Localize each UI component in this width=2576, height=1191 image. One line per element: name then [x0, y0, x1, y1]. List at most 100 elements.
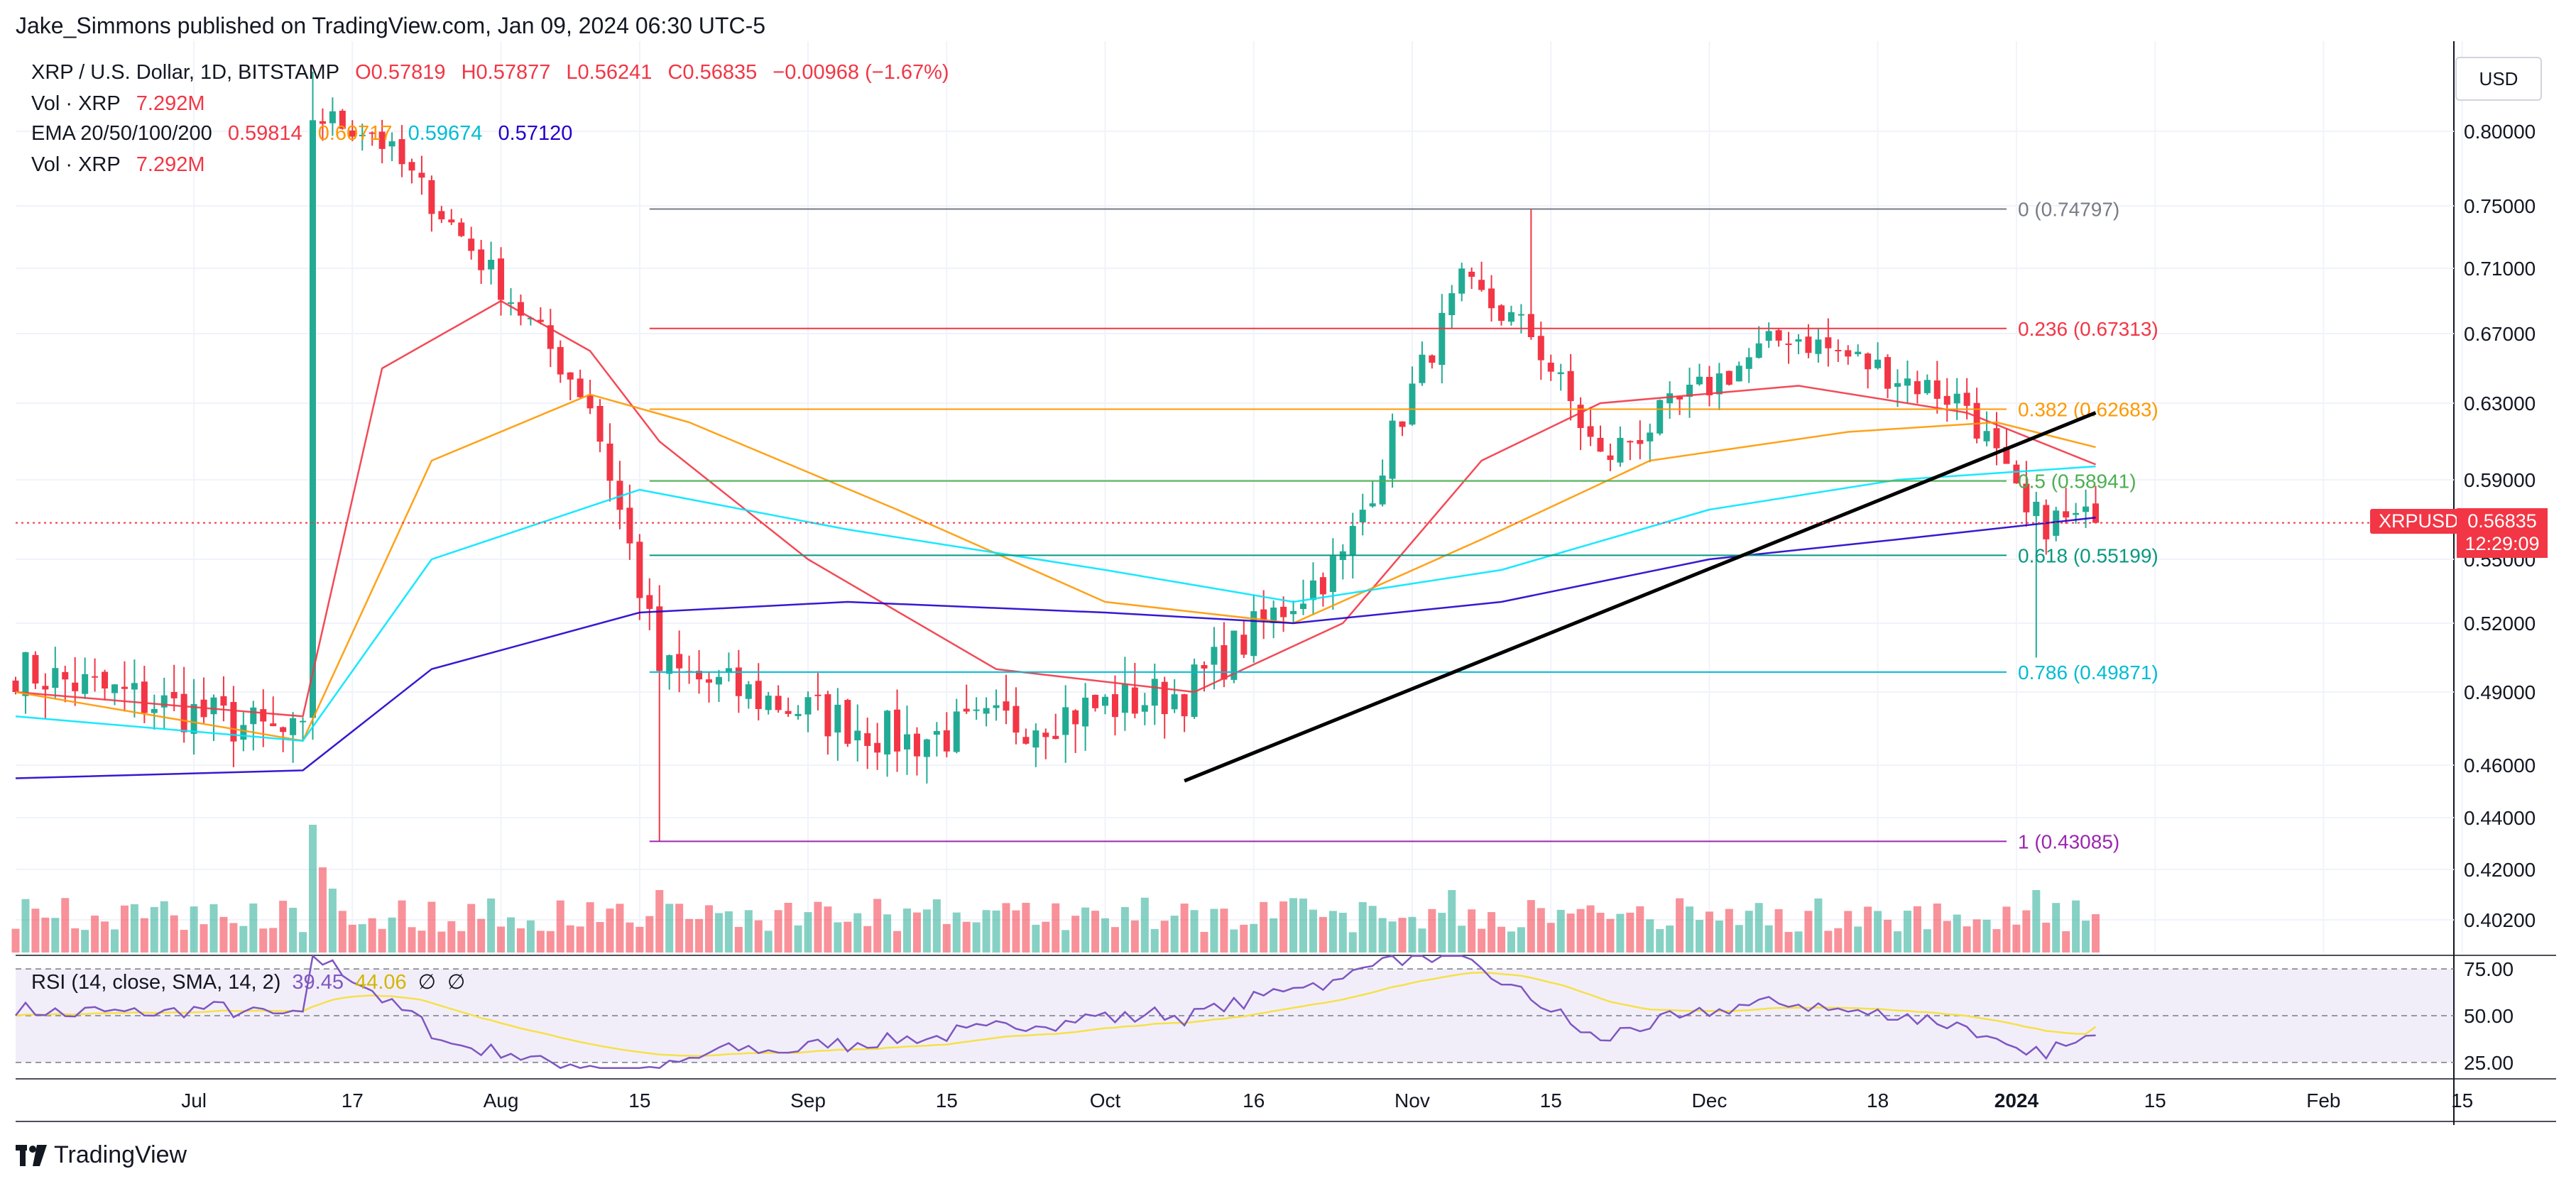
volume-bar: [1982, 919, 1991, 953]
volume-bar: [912, 912, 921, 953]
candle-body: [874, 742, 881, 753]
last-price: 0.56835: [2467, 510, 2537, 532]
volume-bar: [863, 926, 872, 953]
candle-body: [1419, 354, 1426, 383]
candle-body: [438, 211, 445, 219]
candle-body: [1874, 359, 1882, 368]
candle-body: [1805, 336, 1812, 353]
volume-bar: [804, 912, 812, 953]
candle-body: [1221, 644, 1228, 680]
candle-body: [2023, 483, 2030, 512]
candle-body: [458, 222, 465, 236]
candle-body: [1349, 526, 1356, 555]
volume-bar: [497, 926, 506, 953]
candle-body: [725, 668, 732, 674]
volume-bar: [358, 924, 366, 953]
volume-bar: [1091, 911, 1100, 953]
candle-body: [814, 694, 822, 696]
volume-bar: [1368, 906, 1377, 953]
volume-bar: [1378, 918, 1387, 953]
last-price-tag: 0.56835 12:29:09: [2457, 508, 2548, 558]
candle-body: [1587, 426, 1594, 437]
candle-body: [250, 707, 257, 725]
currency-selector[interactable]: USD: [2455, 57, 2542, 101]
volume-bar: [635, 926, 644, 953]
candle-body: [963, 708, 970, 712]
candle-body: [468, 238, 475, 251]
candle-body: [1429, 355, 1436, 363]
candle-body: [1765, 331, 1772, 341]
volume-bar: [1824, 931, 1833, 953]
candle-body: [1260, 609, 1267, 621]
volume-bar: [1190, 910, 1199, 953]
candle-body: [2003, 446, 2010, 464]
volume-bar: [814, 901, 822, 953]
volume-bar: [992, 910, 1000, 953]
volume-bar: [1972, 919, 1981, 953]
volume-bar: [2082, 921, 2090, 953]
candle-body: [1082, 697, 1089, 727]
volume-bar: [1497, 926, 1505, 953]
brand[interactable]: TradingView: [16, 1141, 187, 1169]
volume-bar: [1210, 909, 1218, 953]
volume-bar: [1844, 911, 1852, 953]
candle-body: [1022, 737, 1030, 744]
volume-bar: [695, 918, 704, 953]
candle-body: [626, 507, 633, 544]
volume-bar: [447, 921, 456, 953]
candle-body: [1715, 373, 1723, 395]
volume-bar: [368, 918, 376, 953]
volume-bar: [2012, 924, 2021, 953]
volume-bar: [774, 910, 782, 953]
volume-bar: [1725, 909, 1733, 953]
volume-bar: [1913, 906, 1921, 953]
time-tick-label: 15: [628, 1090, 650, 1112]
volume-bar: [675, 904, 684, 953]
volume-bar: [1745, 911, 1753, 953]
candle-body: [180, 693, 187, 732]
volume-bar: [1963, 926, 1971, 953]
candle-body: [567, 372, 574, 380]
candle-body: [1448, 293, 1456, 316]
candle-body: [656, 606, 663, 671]
candle-body: [378, 131, 386, 149]
candle-body: [1111, 694, 1118, 718]
volume-bar: [616, 904, 624, 953]
volume-bar: [299, 932, 307, 953]
candle-body: [1032, 730, 1039, 748]
volume-bar: [1784, 931, 1793, 953]
rsi-label: RSI (14, close, SMA, 14, 2): [31, 971, 281, 994]
candle-body: [1923, 380, 1931, 393]
volume-bar: [1270, 918, 1278, 953]
ema50-value: 0.60717: [317, 122, 393, 145]
candle-body: [2013, 464, 2020, 484]
candle-body: [2033, 501, 2040, 517]
candle-body: [1607, 455, 1614, 460]
fib-label-0.786: 0.786 (0.49871): [2018, 662, 2159, 684]
volume-bar: [1735, 925, 1743, 953]
volume-bar: [2052, 903, 2061, 953]
candle-body: [973, 709, 980, 711]
price-tick-label: 0.49000: [2464, 681, 2536, 703]
ohlc-close: C0.56835: [667, 61, 758, 84]
volume-bar: [1299, 898, 1307, 953]
candle-body: [280, 727, 287, 732]
volume-bar: [734, 926, 743, 953]
volume-bar: [794, 925, 802, 953]
candle-body: [121, 686, 128, 689]
ohlc-open: O0.57819: [355, 61, 446, 84]
candle-body: [1705, 376, 1713, 395]
candle-body: [755, 681, 762, 709]
volume-bar: [844, 921, 852, 953]
candle-body: [170, 691, 178, 698]
time-tick-label: 2024: [1994, 1090, 2039, 1112]
volume-value-2: 7.292M: [136, 153, 205, 176]
volume-bar: [1110, 927, 1119, 953]
candle-body: [1725, 371, 1732, 385]
rsi-tick-label: 50.00: [2464, 1005, 2514, 1027]
time-tick-label: Oct: [1090, 1090, 1121, 1112]
volume-bar: [784, 902, 792, 953]
volume-bar: [1576, 909, 1585, 953]
